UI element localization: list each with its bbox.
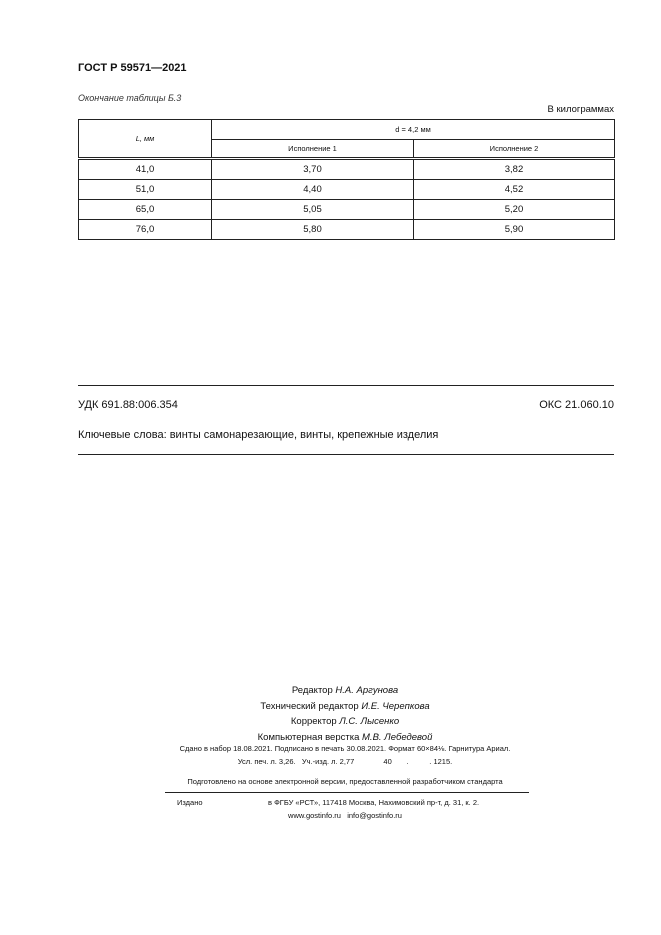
table-cell: 65,0: [78, 199, 212, 220]
table-caption: Окончание таблицы Б.3: [78, 93, 182, 103]
document-number: ГОСТ Р 59571—2021: [78, 62, 187, 74]
contacts: www.gostinfo.ru info@gostinfo.ru: [288, 811, 402, 820]
credit-line: Технический редактор И.Е. Черепкова: [0, 699, 661, 715]
table-cell: 41,0: [78, 158, 212, 180]
divider: [78, 454, 614, 455]
divider: [165, 792, 529, 793]
credit-role: Компьютерная верстка: [257, 731, 360, 743]
published-label: Издано: [177, 798, 203, 807]
table-cell: 5,05: [211, 199, 414, 220]
keywords: Ключевые слова: винты самонарезающие, ви…: [78, 429, 439, 441]
header-variant-1: Исполнение 1: [211, 139, 414, 160]
table-cell: 3,82: [413, 158, 615, 180]
publisher: в ФГБУ «РСТ», 117418 Москва, Нахимовский…: [268, 798, 480, 807]
oks-code: ОКС 21.060.10: [539, 399, 614, 411]
table-cell: 5,80: [211, 219, 414, 240]
table-cell: 5,90: [413, 219, 615, 240]
table-cell: 51,0: [78, 179, 212, 200]
credit-name: Н.А. Аргунова: [335, 685, 399, 696]
imprint-line-1: Сдано в набор 18.08.2021. Подписано в пе…: [179, 744, 511, 753]
credit-role: Технический редактор: [260, 700, 359, 712]
credit-name: Л.С. Лысенко: [339, 716, 400, 727]
credit-line: Корректор Л.С. Лысенко: [0, 714, 661, 730]
table-cell: 76,0: [78, 219, 212, 240]
divider: [78, 385, 614, 386]
credit-line: Компьютерная верстка М.В. Лебедевой: [0, 730, 661, 746]
header-d: d = 4,2 мм: [211, 119, 615, 140]
table-cell: 3,70: [211, 158, 414, 180]
credit-name: М.В. Лебедевой: [362, 731, 433, 743]
credits: Редактор Н.А. Аргунова Технический редакт…: [0, 683, 661, 745]
table-cell: 5,20: [413, 199, 615, 220]
credit-role: Корректор: [290, 716, 337, 727]
table-row: 41,0 3,70 3,82: [78, 158, 615, 180]
prepared-note: Подготовлено на основе электронной верси…: [187, 777, 503, 786]
table-row: 65,0 5,05 5,20: [78, 199, 615, 220]
header-variant-2: Исполнение 2: [413, 139, 615, 160]
credit-name: И.Е. Черепкова: [361, 700, 430, 712]
udk-code: УДК 691.88:006.354: [78, 399, 178, 411]
unit-note: В килограммах: [547, 104, 615, 115]
credit-role: Редактор: [291, 685, 333, 696]
table-row: 76,0 5,80 5,90: [78, 219, 615, 240]
table-cell: 4,40: [211, 179, 414, 200]
table-cell: 4,52: [413, 179, 615, 200]
mass-table: L, мм d = 4,2 мм Исполнение 1 Исполнение 2…: [78, 119, 615, 240]
imprint-line-2: Усл. печ. л. 3,26. Уч.-изд. л. 2,77 40 .…: [237, 757, 453, 766]
credit-line: Редактор Н.А. Аргунова: [0, 683, 661, 699]
header-L: L, мм: [78, 119, 212, 160]
table-row: 51,0 4,40 4,52: [78, 179, 615, 200]
